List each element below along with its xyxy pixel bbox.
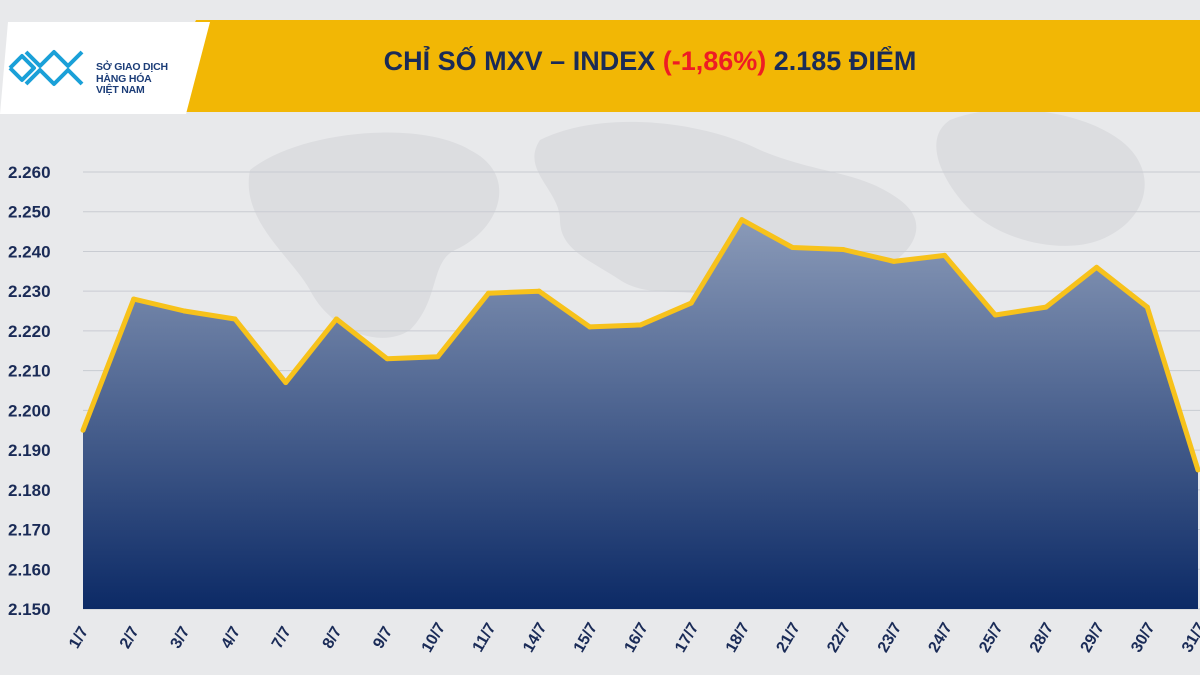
data-point	[131, 296, 137, 302]
logo-wordmark: SỞ GIAO DỊCH HÀNG HÓA VIỆT NAM	[96, 61, 206, 97]
x-tick-label: 24/7	[926, 620, 956, 656]
data-point	[891, 258, 897, 264]
data-point	[1094, 264, 1100, 270]
x-tick-label: 31/7	[1179, 620, 1200, 656]
x-tick-label: 10/7	[419, 620, 449, 656]
title-prefix: CHỈ SỐ MXV – INDEX	[383, 46, 663, 76]
y-tick-label: 2.250	[8, 203, 51, 222]
data-point	[638, 322, 643, 328]
logo: SỞ GIAO DỊCH HÀNG HÓA VIỆT NAM	[0, 22, 210, 114]
data-point	[485, 290, 491, 296]
y-tick-label: 2.170	[8, 521, 51, 540]
logo-line-2: HÀNG HÓA	[96, 72, 152, 85]
data-point	[688, 300, 694, 306]
data-point	[1144, 304, 1150, 310]
x-tick-label: 4/7	[218, 624, 244, 652]
data-point	[333, 316, 339, 322]
x-tick-label: 30/7	[1128, 620, 1158, 656]
x-tick-label: 2/7	[117, 624, 143, 652]
x-tick-label: 8/7	[320, 624, 346, 652]
x-tick-label: 3/7	[168, 624, 194, 652]
y-tick-label: 2.160	[8, 560, 51, 579]
logo-line-1: SỞ GIAO DỊCH	[96, 61, 168, 73]
mxv-chevron-logo-icon	[8, 50, 84, 86]
y-tick-label: 2.210	[8, 362, 51, 381]
data-point	[181, 308, 187, 314]
x-tick-label: 28/7	[1027, 620, 1057, 656]
data-point	[232, 316, 238, 322]
y-tick-label: 2.230	[8, 282, 51, 301]
y-tick-label: 2.200	[8, 401, 51, 420]
data-point	[435, 354, 441, 360]
data-point	[1195, 467, 1200, 473]
x-tick-label: 15/7	[571, 620, 601, 656]
data-point	[384, 356, 390, 362]
x-tick-label: 16/7	[621, 620, 651, 656]
x-tick-label: 7/7	[269, 624, 295, 652]
y-tick-label: 2.180	[8, 481, 51, 500]
chart-title: CHỈ SỐ MXV – INDEX (-1,86%) 2.185 ĐIỂM	[250, 46, 1050, 77]
data-points	[80, 217, 1200, 473]
data-point	[587, 324, 593, 330]
y-tick-label: 2.240	[8, 242, 51, 261]
data-point	[992, 312, 998, 318]
area-fill	[83, 219, 1198, 609]
data-point	[283, 380, 289, 386]
x-tick-label: 11/7	[470, 620, 500, 655]
x-tick-label: 9/7	[370, 624, 396, 652]
logo-line-3: VIỆT NAM	[96, 84, 145, 96]
x-tick-label: 23/7	[875, 620, 905, 656]
y-tick-label: 2.220	[8, 322, 51, 341]
data-point	[739, 217, 745, 223]
title-change-percent: (-1,86%)	[662, 46, 767, 76]
data-point	[1043, 304, 1049, 310]
data-point	[80, 427, 86, 433]
x-tick-label: 1/7	[66, 624, 92, 652]
data-point	[790, 244, 796, 250]
data-point	[536, 288, 542, 294]
logo-card	[0, 22, 210, 114]
y-tick-label: 2.190	[8, 441, 51, 460]
x-tick-label: 25/7	[976, 620, 1006, 656]
data-point	[942, 252, 948, 258]
y-tick-label: 2.150	[8, 600, 51, 619]
y-axis-ticks: 2.260 2.250 2.240 2.230 2.220 2.210 2.200 2.190…	[8, 163, 51, 619]
x-tick-label: 14/7	[520, 620, 550, 656]
header-yellow-band	[170, 20, 1200, 112]
x-tick-label: 29/7	[1078, 620, 1108, 656]
x-tick-label: 17/7	[672, 620, 702, 656]
x-tick-label: 22/7	[824, 620, 854, 656]
x-axis-ticks: 1/7 2/7 3/7 4/7 7/7 8/7 9/7 10/7 11/7 14/7 15/7 16/…	[66, 620, 1200, 656]
x-tick-label: 18/7	[723, 620, 753, 656]
data-point	[840, 246, 846, 252]
title-suffix: 2.185 ĐIỂM	[766, 46, 917, 76]
x-tick-label: 21/7	[774, 620, 804, 656]
y-tick-label: 2.260	[8, 163, 51, 182]
